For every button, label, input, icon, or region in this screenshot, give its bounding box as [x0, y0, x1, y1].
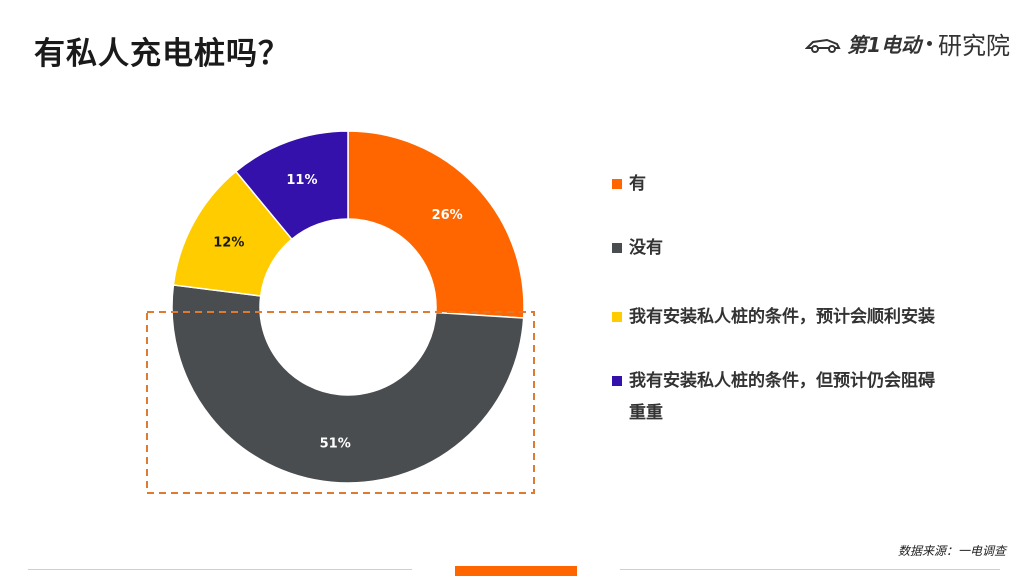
legend-item-4: 我有安装私人桩的条件，但预计仍会阻碍 重重: [612, 365, 935, 429]
logo-suffix: 研究院: [938, 32, 1010, 60]
legend-label-3: 我有安装私人桩的条件，预计会顺利安装: [629, 301, 935, 333]
brand-logo: 第1电动 研究院: [805, 26, 1010, 61]
donut-slice-2: [171, 284, 525, 484]
logo-brand: 第1电动: [847, 33, 921, 57]
donut-slice-1: [347, 130, 525, 319]
legend-label-line: 我有安装私人桩的条件，但预计仍会阻碍: [629, 371, 935, 391]
highlight-box: [146, 311, 535, 494]
legend-label-4: 我有安装私人桩的条件，但预计仍会阻碍 重重: [629, 365, 935, 429]
slice-label-4: 11%: [286, 173, 317, 188]
legend-label-line: 没有: [629, 238, 663, 258]
legend-label-2: 没有: [629, 232, 663, 264]
page-title: 有私人充电桩吗？: [34, 36, 290, 72]
legend-swatch-3: [612, 312, 622, 322]
legend-label-line: 我有安装私人桩的条件，预计会顺利安装: [629, 307, 935, 327]
car-logo-icon: [805, 38, 841, 53]
legend-item-1: 有: [612, 168, 646, 200]
data-source: 数据来源：一电调查: [897, 544, 1006, 558]
legend-swatch-2: [612, 243, 622, 253]
legend-item-2: 没有: [612, 232, 663, 264]
slice-label-3: 12%: [213, 235, 244, 250]
footer-divider-right: [620, 569, 1000, 570]
slice-label-2: 51%: [320, 436, 351, 451]
footer-divider-left: [28, 569, 412, 570]
footer-accent-bar: [455, 566, 577, 576]
legend-item-3: 我有安装私人桩的条件，预计会顺利安装: [612, 301, 935, 333]
legend-label-1: 有: [629, 168, 646, 200]
logo-dot: [927, 41, 932, 46]
legend-swatch-1: [612, 179, 622, 189]
legend-label-line: 重重: [629, 403, 663, 423]
slice-label-1: 26%: [432, 208, 463, 223]
legend-label-line: 有: [629, 174, 646, 194]
donut-slice-4: [234, 130, 349, 241]
legend-swatch-4: [612, 376, 622, 386]
